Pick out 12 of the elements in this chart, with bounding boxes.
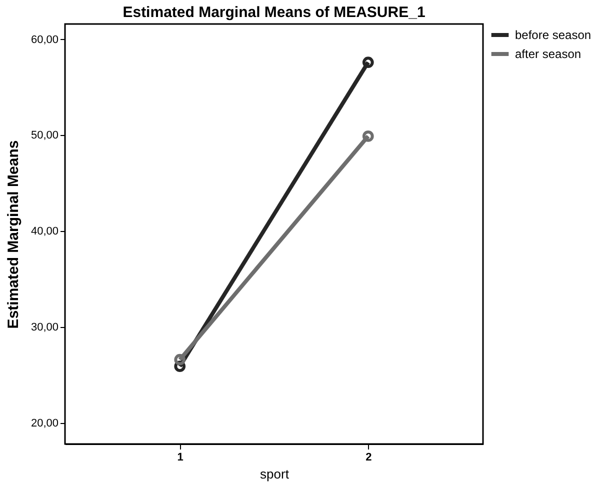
y-tick-label: 40,00 bbox=[30, 226, 58, 238]
x-axis-title: sport bbox=[260, 466, 290, 482]
y-tick-label: 50,00 bbox=[30, 130, 58, 142]
legend-label: before season bbox=[515, 28, 592, 42]
y-axis-title: Estimated Marginal Means bbox=[4, 140, 22, 329]
y-tick-label: 30,00 bbox=[30, 322, 58, 334]
chart-title: Estimated Marginal Means of MEASURE_1 bbox=[122, 4, 426, 21]
x-tick-label: 1 bbox=[177, 452, 184, 464]
y-tick-label: 20,00 bbox=[30, 417, 58, 430]
x-tick-label: 2 bbox=[366, 452, 372, 464]
y-tick-label: 60,00 bbox=[30, 34, 58, 46]
legend-label: after season bbox=[515, 47, 582, 61]
